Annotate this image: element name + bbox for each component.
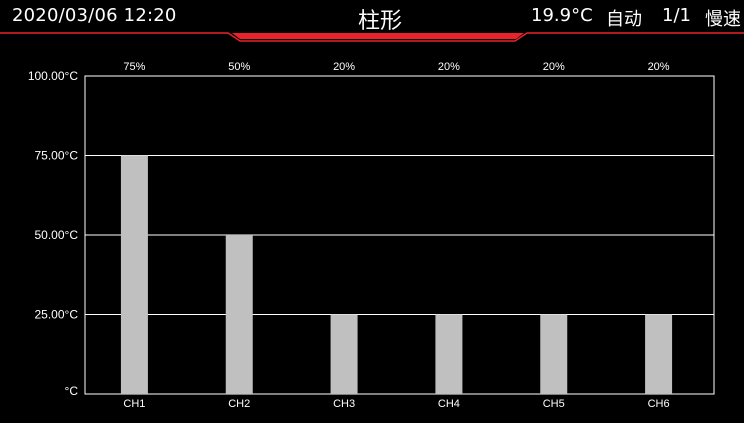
- y-tick-label: 75.00°C: [35, 149, 79, 163]
- page-title: 柱形: [357, 9, 402, 34]
- x-tick-label: CH4: [438, 398, 460, 410]
- percent-label: 50%: [228, 61, 250, 73]
- bar-ch3: [330, 314, 358, 394]
- chart-gridlines: [84, 75, 715, 395]
- page-indicator[interactable]: 1/1: [662, 5, 691, 26]
- percent-label: 20%: [333, 61, 355, 73]
- bar-ch6: [645, 314, 673, 394]
- x-tick-label: CH2: [228, 398, 250, 410]
- y-tick-label: 100.00°C: [28, 69, 79, 83]
- mode-indicator[interactable]: 自动: [606, 9, 642, 30]
- header-title-tab: [232, 33, 524, 39]
- y-tick-label: 25.00°C: [35, 308, 79, 322]
- y-tick-label: 50.00°C: [35, 228, 79, 242]
- screen-edge-bottom: [0, 423, 746, 425]
- datetime-display: 2020/03/06 12:20: [12, 5, 177, 26]
- x-tick-label: CH3: [333, 398, 355, 410]
- screen-edge-right: [744, 0, 746, 425]
- chart-y-tick-labels: 100.00°C 75.00°C 50.00°C 25.00°C °C: [28, 69, 79, 398]
- chart-bars: [120, 155, 673, 394]
- y-tick-label: °C: [65, 384, 79, 398]
- x-tick-label: CH5: [543, 398, 565, 410]
- x-tick-label: CH1: [123, 398, 145, 410]
- chart-percent-labels: 75% 50% 20% 20% 20% 20%: [123, 61, 669, 73]
- percent-label: 20%: [438, 61, 460, 73]
- speed-indicator[interactable]: 慢速: [705, 9, 741, 30]
- percent-label: 75%: [123, 61, 145, 73]
- header-bar: [0, 32, 746, 42]
- percent-label: 20%: [648, 61, 670, 73]
- percent-label: 20%: [543, 61, 565, 73]
- header-accent-line: [0, 32, 746, 42]
- temperature-readout: 19.9°C: [531, 5, 593, 26]
- bar-ch2: [225, 235, 253, 394]
- bar-ch4: [435, 314, 463, 394]
- chart-x-tick-labels: CH1 CH2 CH3 CH4 CH5 CH6: [123, 398, 669, 410]
- x-tick-label: CH6: [648, 398, 670, 410]
- bar-ch5: [540, 314, 568, 394]
- bar-ch1: [120, 155, 148, 394]
